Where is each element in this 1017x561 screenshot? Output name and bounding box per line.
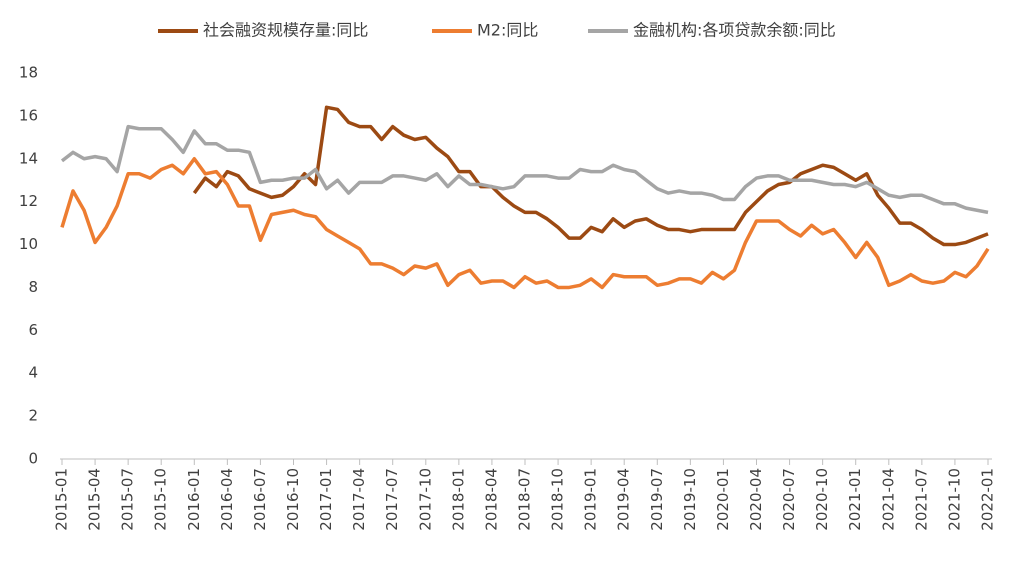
- series-line: [60, 157, 990, 290]
- x-tick-label: 2021-07: [912, 468, 930, 531]
- legend-label: M2:同比: [477, 21, 538, 40]
- y-tick-label: 14: [19, 149, 38, 167]
- x-tick-label: 2021-01: [846, 468, 864, 531]
- x-tick-label: 2017-07: [383, 468, 401, 531]
- y-tick-label: 8: [28, 278, 38, 296]
- x-tick-label: 2015-04: [86, 468, 104, 531]
- x-tick-label: 2015-01: [53, 468, 71, 531]
- x-tick-label: 2018-10: [549, 468, 567, 531]
- legend-label: 金融机构:各项贷款余额:同比: [633, 21, 836, 40]
- x-tick-label: 2017-04: [350, 468, 368, 531]
- x-tick-label: 2018-04: [482, 468, 500, 531]
- x-tick-label: 2021-04: [879, 468, 897, 531]
- y-tick-label: 16: [19, 106, 38, 124]
- x-tick-label: 2020-10: [813, 468, 831, 531]
- x-tick-label: 2020-04: [747, 468, 765, 531]
- x-tick-label: 2015-07: [119, 468, 137, 531]
- x-tick-label: 2022-01: [979, 468, 997, 531]
- x-tick-label: 2020-07: [780, 468, 798, 531]
- y-tick-label: 0: [28, 450, 38, 468]
- y-tick-label: 18: [19, 64, 38, 82]
- x-tick-label: 2020-01: [714, 468, 732, 531]
- series-line: [192, 105, 989, 247]
- x-tick-label: 2019-01: [582, 468, 600, 531]
- x-tick-label: 2018-01: [449, 468, 467, 531]
- x-tick-label: 2016-10: [284, 468, 302, 531]
- legend-label: 社会融资规模存量:同比: [203, 21, 368, 40]
- x-tick-label: 2019-07: [648, 468, 666, 531]
- x-tick-label: 2019-04: [615, 468, 633, 531]
- x-tick-label: 2016-04: [218, 468, 236, 531]
- x-tick-label: 2015-10: [152, 468, 170, 531]
- y-tick-label: 6: [28, 321, 38, 339]
- x-tick-label: 2017-01: [317, 468, 335, 531]
- series-line: [60, 124, 989, 215]
- y-tick-label: 12: [19, 192, 38, 210]
- x-tick-label: 2017-10: [416, 468, 434, 531]
- x-tick-label: 2019-10: [681, 468, 699, 531]
- x-tick-label: 2018-07: [516, 468, 534, 531]
- y-tick-label: 4: [28, 364, 38, 382]
- y-tick-label: 10: [19, 235, 38, 253]
- x-tick-label: 2016-01: [185, 468, 203, 531]
- x-tick-label: 2021-10: [945, 468, 963, 531]
- x-tick-label: 2016-07: [251, 468, 269, 531]
- y-tick-label: 2: [28, 407, 38, 425]
